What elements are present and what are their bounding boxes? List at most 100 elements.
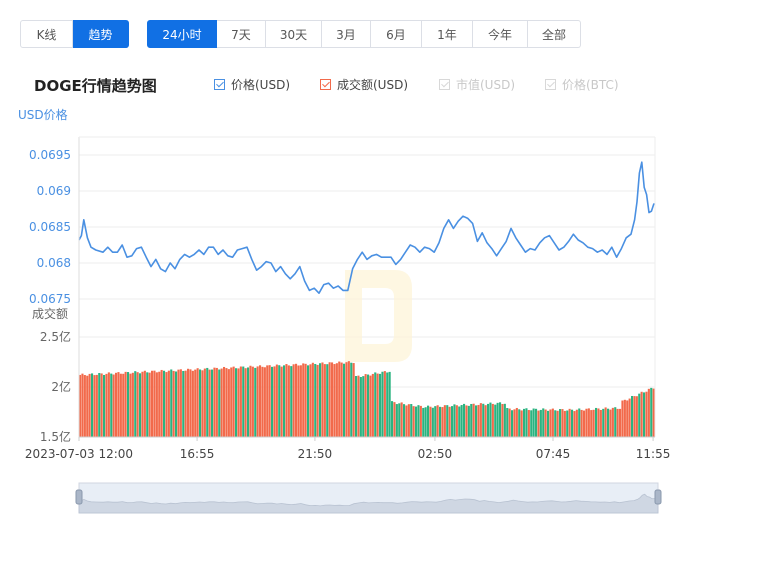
time-range-tabs: 24小时 7天 30天 3月 6月 1年 今年 全部 [147, 20, 581, 48]
zoom-preview-area [78, 493, 659, 514]
volume-bar [491, 403, 494, 437]
volume-bar [439, 406, 442, 437]
volume-bar [602, 408, 605, 437]
volume-bar [592, 409, 595, 437]
legend-price-btc[interactable]: 价格(BTC) [545, 76, 619, 93]
volume-bar [256, 366, 259, 437]
volume-bar [345, 362, 348, 437]
price-axis-label: USD价格 [18, 107, 68, 122]
volume-bar [410, 404, 413, 437]
volume-bar [383, 371, 386, 437]
volume-bar [475, 405, 478, 437]
volume-bar [431, 407, 434, 437]
volume-bar [532, 408, 535, 437]
volume-bar [189, 369, 192, 437]
volume-bar [287, 365, 290, 437]
volume-bar [103, 374, 106, 437]
volume-bar [604, 407, 607, 437]
range-tab-all[interactable]: 全部 [528, 20, 581, 48]
volume-bar [556, 410, 559, 437]
volume-bar [251, 366, 254, 437]
volume-bar [230, 367, 233, 437]
volume-bar [153, 370, 156, 437]
volume-bar [434, 406, 437, 437]
volume-bar [446, 405, 449, 437]
volume-bar [527, 410, 530, 437]
volume-bar [427, 405, 430, 437]
volume-bar [83, 375, 86, 437]
volume-bar [539, 409, 542, 437]
volume-bar [275, 364, 278, 437]
volume-bar [350, 362, 353, 437]
legend-label: 市值(USD) [456, 78, 516, 92]
volume-bar [568, 408, 571, 437]
volume-bar [599, 409, 602, 437]
legend-price-usd[interactable]: 价格(USD) [214, 76, 290, 93]
volume-bar [134, 371, 137, 437]
volume-bar [436, 405, 439, 437]
volume-bar [465, 405, 468, 437]
volume-bar [400, 402, 403, 437]
volume-bar [578, 408, 581, 437]
trend-tab[interactable]: 趋势 [73, 20, 129, 48]
volume-bar [338, 361, 341, 437]
volume-bar [407, 404, 410, 437]
volume-bar [203, 368, 206, 437]
volume-bar [575, 409, 578, 437]
volume-bar [220, 368, 223, 437]
legend-marketcap-usd[interactable]: 市值(USD) [439, 76, 515, 93]
volume-bar [496, 402, 499, 437]
range-tab-3m[interactable]: 3月 [322, 20, 371, 48]
volume-bar [467, 405, 470, 437]
volume-bar [376, 373, 379, 437]
volume-bar [472, 403, 475, 437]
volume-bar [196, 368, 199, 437]
volume-bar [136, 372, 139, 437]
volume-bar [179, 369, 182, 437]
volume-bar [395, 404, 398, 437]
volume-axis-label: 成交额 [32, 306, 68, 321]
range-tab-1y[interactable]: 1年 [422, 20, 473, 48]
chart-title: DOGE行情趋势图 [34, 77, 157, 95]
volume-bar [218, 369, 221, 437]
volume-bar [340, 362, 343, 437]
volume-bar [127, 372, 130, 437]
volume-bar [508, 408, 511, 437]
zoom-slider[interactable] [75, 482, 662, 514]
volume-bar [355, 376, 358, 437]
volume-bar [494, 404, 497, 437]
volume-bar [223, 366, 226, 437]
range-tab-7d[interactable]: 7天 [217, 20, 266, 48]
range-tab-6m[interactable]: 6月 [371, 20, 422, 48]
volume-bar [307, 365, 310, 437]
volume-bar [232, 366, 235, 437]
range-tab-30d[interactable]: 30天 [266, 20, 322, 48]
volume-bar [139, 373, 142, 437]
price-line-layer [78, 161, 655, 294]
volume-bar [91, 373, 94, 437]
volume-bar [573, 411, 576, 437]
volume-bar [321, 362, 324, 437]
volume-bar [566, 410, 569, 437]
legend-volume-usd[interactable]: 成交额(USD) [320, 76, 408, 93]
volume-bar [587, 408, 590, 437]
volume-bar [182, 370, 185, 437]
volume-bar [595, 407, 598, 437]
range-tab-ytd[interactable]: 今年 [473, 20, 528, 48]
volume-bar [155, 372, 158, 437]
volume-bar [79, 374, 82, 437]
volume-bar [549, 409, 552, 437]
volume-bar [506, 408, 509, 437]
x-tick-label: 21:50 [298, 447, 333, 461]
volume-bar [297, 365, 300, 437]
volume-bar [535, 408, 538, 437]
volume-bar [597, 408, 600, 437]
volume-bar [554, 410, 557, 437]
volume-bar [542, 408, 545, 437]
range-tab-24h[interactable]: 24小时 [147, 20, 217, 48]
volume-bar [266, 365, 269, 437]
volume-bar [110, 373, 113, 437]
volume-bar [244, 368, 247, 437]
volume-bar [561, 409, 564, 437]
kline-tab[interactable]: K线 [20, 20, 73, 48]
